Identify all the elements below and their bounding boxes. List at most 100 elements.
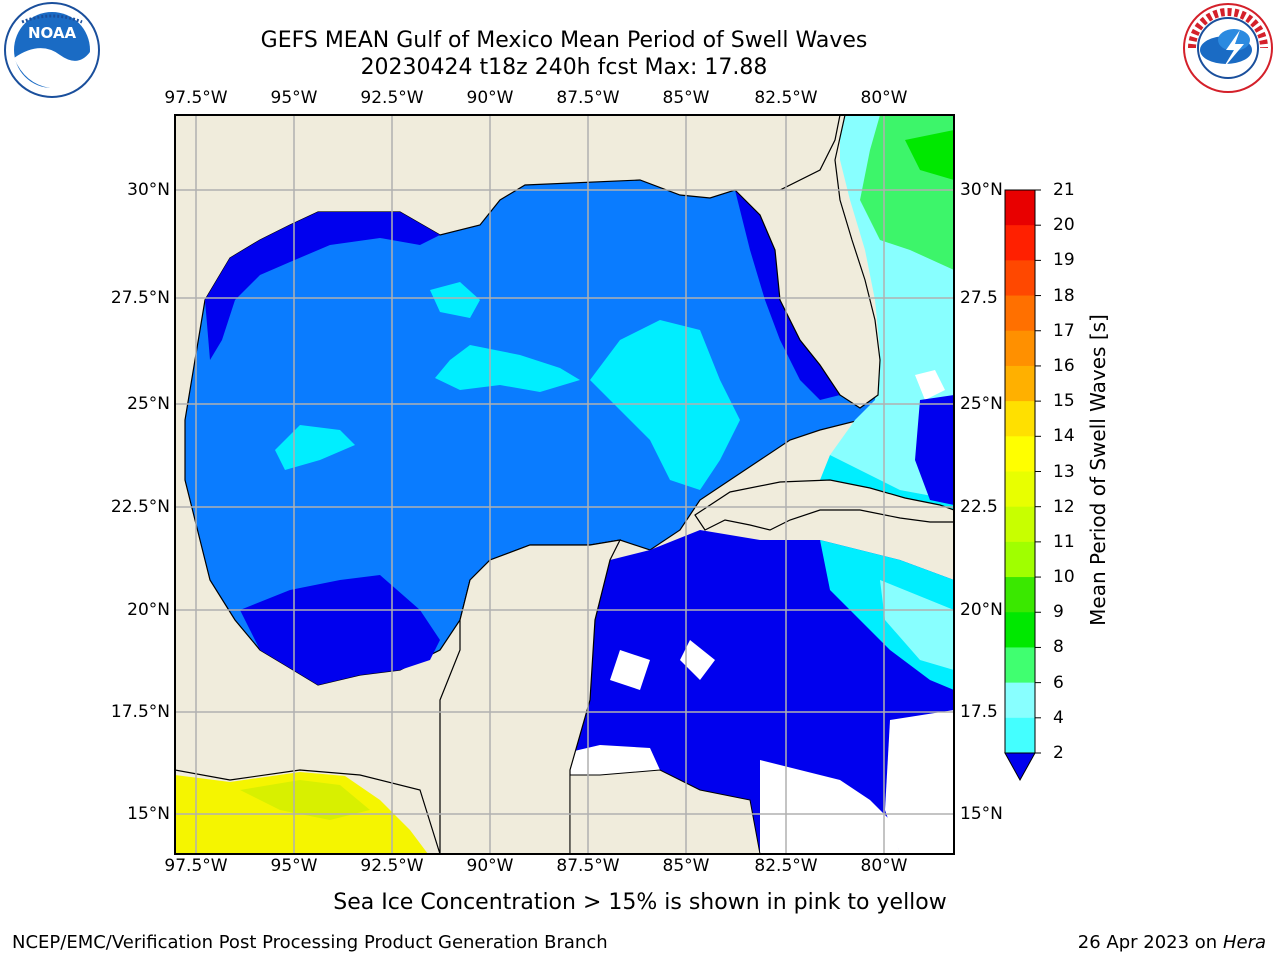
noaa-logo-text: NOAA (28, 24, 77, 42)
lon-tick-top: 80°W (860, 88, 908, 108)
map-grid (175, 115, 954, 854)
lat-tick-left: 22.5°N (110, 497, 170, 517)
colorbar-tick-label: 18 (1053, 285, 1075, 306)
nws-logo (1178, 0, 1280, 100)
lon-tick-bottom: 87.5°W (556, 856, 620, 876)
lon-tick-top: 97.5°W (164, 88, 228, 108)
lon-tick-top: 90°W (466, 88, 514, 108)
lat-tick-left: 30°N (127, 180, 170, 200)
pacific-ice-green (240, 780, 370, 820)
colorbar-swatch (1005, 225, 1035, 261)
lon-tick-top: 92.5°W (360, 88, 424, 108)
nodata-caribbean-5 (680, 640, 715, 680)
colorbar-swatch (1005, 260, 1035, 297)
lon-tick-top: 87.5°W (556, 88, 620, 108)
colorbar-tick-label: 21 (1053, 180, 1075, 200)
colorbar-swatch (1005, 541, 1035, 578)
cuba (694, 479, 954, 531)
colorbar-swatch (1005, 401, 1035, 437)
lat-tick-right: 15°N (960, 804, 1003, 824)
footer-date: 26 Apr 2023 on Hera (1078, 932, 1266, 953)
colorbar-tick-label: 6 (1053, 672, 1064, 693)
colorbar-tick-label: 4 (1053, 707, 1064, 728)
colorbar-tick-label: 2 (1053, 743, 1064, 763)
colorbar-tick-label: 20 (1053, 215, 1075, 236)
map-plot-area (175, 115, 954, 854)
colorbar-extend-arrow (1004, 752, 1036, 782)
ocean-dark-south (240, 575, 440, 685)
nodata-caribbean-4 (610, 650, 650, 690)
colorbar-tick-label: 8 (1053, 637, 1064, 658)
lat-tick-left: 27.5°N (110, 288, 170, 308)
lon-tick-top: 82.5°W (754, 88, 818, 108)
lat-tick-right: 22.5 (960, 497, 998, 517)
ocean-cyan-north (430, 282, 480, 318)
lat-tick-right: 27.5 (960, 288, 998, 308)
gulf-ocean (184, 179, 879, 686)
lat-tick-right: 30°N (960, 180, 1003, 200)
lat-tick-left: 25°N (127, 394, 170, 414)
lon-tick-bottom: 85°W (662, 856, 710, 876)
lat-tick-right: 20°N (960, 600, 1003, 620)
ocean-cyan-center (590, 320, 740, 490)
central-america (569, 769, 761, 854)
colorbar-tick-label: 10 (1053, 567, 1075, 588)
colorbar-tick-label: 19 (1053, 250, 1075, 271)
colorbar-swatch (1005, 471, 1035, 508)
chart-subtitle: 20230424 t18z 240h fcst Max: 17.88 (360, 55, 768, 80)
lat-tick-left: 20°N (127, 600, 170, 620)
footer-machine: Hera (1222, 932, 1266, 953)
colorbar-swatch (1005, 506, 1035, 543)
lat-tick-right: 25°N (960, 394, 1003, 414)
colorbar-title: Mean Period of Swell Waves [s] (1086, 314, 1110, 626)
colorbar-swatch (1005, 295, 1035, 332)
nodata-caribbean-2 (760, 760, 900, 854)
lon-tick-bottom: 97.5°W (164, 856, 228, 876)
lon-tick-bottom: 92.5°W (360, 856, 424, 876)
colorbar-tick-label: 15 (1053, 391, 1075, 412)
nodata-bahamas (915, 370, 945, 400)
colorbar-svg (1004, 189, 1041, 782)
colorbar-tick-label: 11 (1053, 531, 1075, 552)
colorbar-tick-label: 17 (1053, 320, 1075, 341)
colorbar-tick-label: 13 (1053, 461, 1075, 482)
colorbar-tick-label: 12 (1053, 496, 1075, 517)
chart-title: GEFS MEAN Gulf of Mexico Mean Period of … (260, 28, 868, 53)
lon-tick-top: 95°W (270, 88, 318, 108)
ocean-dark-east (735, 190, 840, 400)
ocean-dark-north (205, 212, 440, 360)
footer-date-text: 26 Apr 2023 on (1077, 932, 1223, 953)
ocean-cyan-west (275, 425, 355, 470)
colorbar-swatch (1005, 190, 1035, 226)
lat-tick-left: 15°N (127, 804, 170, 824)
map-frame (174, 114, 955, 855)
noaa-logo: NOAA (0, 0, 105, 105)
lat-tick-right: 17.5 (960, 702, 998, 722)
lat-tick-left: 17.5°N (110, 702, 170, 722)
nodata-caribbean-1 (570, 745, 660, 775)
colorbar-tick-label: 14 (1053, 426, 1075, 447)
footer-credit: NCEP/EMC/Verification Post Processing Pr… (12, 932, 608, 953)
nodata-caribbean-3 (885, 710, 954, 854)
lon-tick-bottom: 90°W (466, 856, 514, 876)
colorbar-swatch (1005, 612, 1035, 648)
colorbar-swatch (1005, 330, 1035, 367)
caribbean-lightcyan (880, 580, 954, 670)
lon-tick-bottom: 95°W (270, 856, 318, 876)
atlantic-green-bright (905, 130, 954, 180)
colorbar-swatch (1005, 577, 1035, 613)
colorbar-swatch (1005, 365, 1035, 402)
colorbar-tick-label: 16 (1053, 355, 1075, 376)
ice-note: Sea Ice Concentration > 15% is shown in … (333, 890, 947, 915)
lon-tick-bottom: 82.5°W (754, 856, 818, 876)
colorbar-swatch (1005, 717, 1035, 754)
lon-tick-bottom: 80°W (860, 856, 908, 876)
colorbar-swatches (1004, 189, 1041, 782)
colorbar-swatch (1005, 682, 1035, 719)
colorbar-tick-label: 9 (1053, 602, 1064, 623)
colorbar-swatch (1005, 647, 1035, 684)
lon-tick-top: 85°W (662, 88, 710, 108)
atlantic-dark (915, 395, 954, 505)
colorbar-swatch (1005, 436, 1035, 472)
